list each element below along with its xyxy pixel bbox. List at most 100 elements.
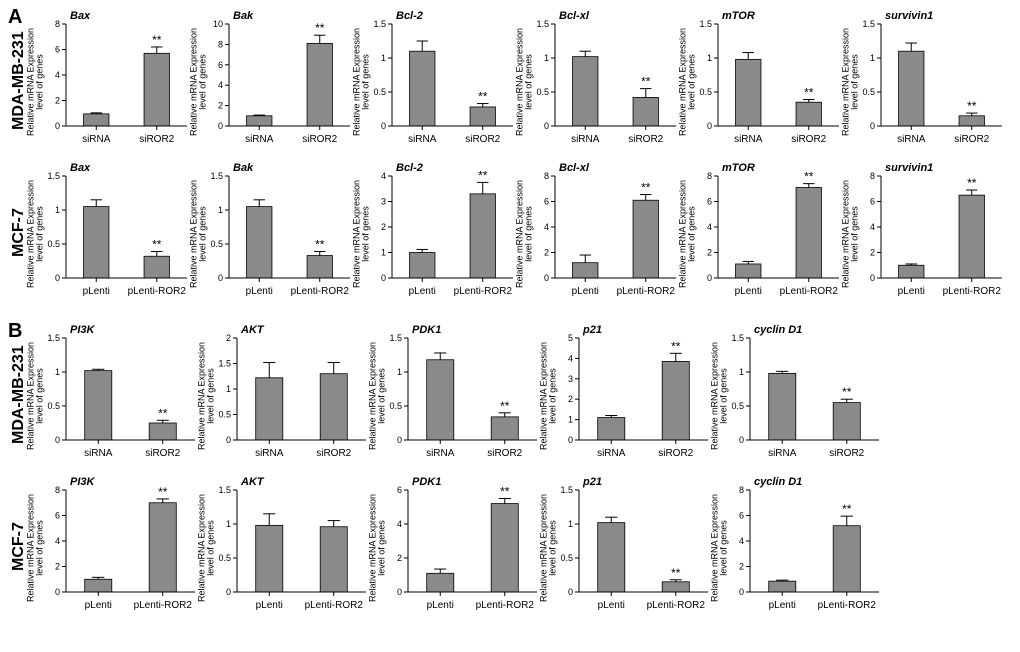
svg-text:pLenti: pLenti (256, 600, 283, 611)
svg-text:0: 0 (55, 273, 60, 283)
chart-title: AKT (241, 324, 264, 336)
bar-chart: AKTRelative mRNA Expressionlevel of gene… (203, 322, 374, 470)
bar-chart: Bcl-2Relative mRNA Expressionlevel of ge… (358, 160, 521, 308)
y-axis-label: Relative mRNA Expressionlevel of genes (27, 494, 46, 602)
chart-title: Bcl-xl (559, 10, 589, 22)
bar-chart: Bcl-2Relative mRNA Expressionlevel of ge… (358, 8, 521, 156)
svg-text:0.5: 0.5 (699, 87, 712, 97)
chart-row: MDA-MB-231PI3KRelative mRNA Expressionle… (6, 320, 1014, 470)
svg-text:6: 6 (55, 511, 60, 521)
svg-text:2: 2 (226, 333, 231, 343)
svg-text:siROR2: siROR2 (302, 134, 337, 145)
y-axis-label: Relative mRNA Expressionlevel of genes (540, 494, 559, 602)
svg-text:siRNA: siRNA (82, 134, 111, 145)
svg-text:0: 0 (870, 121, 875, 131)
svg-text:siRNA: siRNA (245, 134, 274, 145)
svg-text:0: 0 (381, 121, 386, 131)
svg-text:6: 6 (218, 60, 223, 70)
svg-text:1.5: 1.5 (218, 359, 231, 369)
chart-title: PI3K (70, 476, 94, 488)
svg-text:siRNA: siRNA (84, 448, 113, 459)
chart-title: mTOR (722, 10, 755, 22)
chart-title: Bax (70, 162, 90, 174)
bar-chart: PI3KRelative mRNA Expressionlevel of gen… (32, 474, 203, 622)
svg-text:pLenti: pLenti (769, 600, 796, 611)
chart-title: cyclin D1 (754, 324, 802, 336)
svg-text:**: ** (500, 485, 510, 499)
svg-text:8: 8 (544, 171, 549, 181)
svg-text:2: 2 (397, 553, 402, 563)
svg-text:4: 4 (55, 70, 60, 80)
y-axis-label: Relative mRNA Expressionlevel of genes (369, 342, 388, 450)
svg-text:**: ** (500, 399, 510, 413)
bar-chart: mTORRelative mRNA Expressionlevel of gen… (684, 8, 847, 156)
svg-text:**: ** (804, 85, 814, 99)
svg-text:pLenti: pLenti (246, 286, 273, 297)
svg-text:0: 0 (707, 121, 712, 131)
svg-text:1.5: 1.5 (536, 19, 549, 29)
y-axis-label: Relative mRNA Expressionlevel of genes (516, 28, 535, 136)
svg-text:siRNA: siRNA (734, 134, 763, 145)
svg-text:4: 4 (218, 80, 223, 90)
bar-chart: AKTRelative mRNA Expressionlevel of gene… (203, 474, 374, 622)
svg-text:0.5: 0.5 (536, 87, 549, 97)
svg-text:2: 2 (739, 562, 744, 572)
svg-text:2: 2 (55, 96, 60, 106)
chart-row: MDA-MB-231BaxRelative mRNA Expressionlev… (6, 6, 1014, 156)
svg-text:1.5: 1.5 (210, 171, 223, 181)
bar-chart: Bcl-xlRelative mRNA Expressionlevel of g… (521, 8, 684, 156)
y-axis-label: Relative mRNA Expressionlevel of genes (27, 342, 46, 450)
bar-chart: BaxRelative mRNA Expressionlevel of gene… (32, 8, 195, 156)
chart-row: MCF-7BaxRelative mRNA Expressionlevel of… (6, 158, 1014, 308)
svg-text:8: 8 (707, 171, 712, 181)
chart-title: survivin1 (885, 162, 933, 174)
chart-title: PI3K (70, 324, 94, 336)
svg-text:4: 4 (568, 353, 573, 363)
svg-text:5: 5 (568, 333, 573, 343)
svg-text:**: ** (641, 180, 651, 194)
svg-text:1.5: 1.5 (47, 333, 60, 343)
svg-text:0: 0 (544, 121, 549, 131)
y-axis-label: Relative mRNA Expressionlevel of genes (369, 494, 388, 602)
bar-chart: Bcl-xlRelative mRNA Expressionlevel of g… (521, 160, 684, 308)
svg-text:pLenti-ROR2: pLenti-ROR2 (617, 286, 676, 297)
chart-title: p21 (583, 324, 602, 336)
svg-text:pLenti: pLenti (427, 600, 454, 611)
svg-text:0.5: 0.5 (47, 239, 60, 249)
y-axis-label: Relative mRNA Expressionlevel of genes (842, 180, 861, 288)
bar-chart: survivin1Relative mRNA Expressionlevel o… (847, 160, 1010, 308)
svg-text:pLenti: pLenti (735, 286, 762, 297)
svg-text:6: 6 (397, 485, 402, 495)
svg-text:0: 0 (226, 587, 231, 597)
svg-text:siROR2: siROR2 (487, 448, 522, 459)
svg-text:**: ** (671, 339, 681, 353)
bar-chart: p21Relative mRNA Expressionlevel of gene… (545, 322, 716, 470)
svg-text:1: 1 (397, 367, 402, 377)
y-axis-label: Relative mRNA Expressionlevel of genes (27, 28, 46, 136)
svg-text:6: 6 (870, 197, 875, 207)
svg-text:0.5: 0.5 (218, 553, 231, 563)
svg-text:0: 0 (568, 435, 573, 445)
y-axis-label: Relative mRNA Expressionlevel of genes (842, 28, 861, 136)
chart-title: p21 (583, 476, 602, 488)
svg-text:0: 0 (55, 121, 60, 131)
svg-text:siRNA: siRNA (571, 134, 600, 145)
svg-text:1.5: 1.5 (47, 171, 60, 181)
svg-text:pLenti-ROR2: pLenti-ROR2 (134, 600, 193, 611)
svg-text:4: 4 (381, 171, 386, 181)
svg-text:**: ** (967, 176, 977, 190)
svg-text:siROR2: siROR2 (628, 134, 663, 145)
svg-text:siRNA: siRNA (897, 134, 926, 145)
svg-text:4: 4 (707, 222, 712, 232)
svg-text:2: 2 (870, 248, 875, 258)
chart-title: AKT (241, 476, 264, 488)
y-axis-label: Relative mRNA Expressionlevel of genes (198, 494, 217, 602)
svg-text:pLenti-ROR2: pLenti-ROR2 (305, 600, 364, 611)
svg-text:**: ** (152, 237, 162, 251)
y-axis-label: Relative mRNA Expressionlevel of genes (190, 28, 209, 136)
chart-title: Bak (233, 10, 253, 22)
svg-text:pLenti: pLenti (85, 600, 112, 611)
svg-text:siROR2: siROR2 (316, 448, 351, 459)
svg-text:pLenti-ROR2: pLenti-ROR2 (476, 600, 535, 611)
bar-chart: PDK1Relative mRNA Expressionlevel of gen… (374, 474, 545, 622)
